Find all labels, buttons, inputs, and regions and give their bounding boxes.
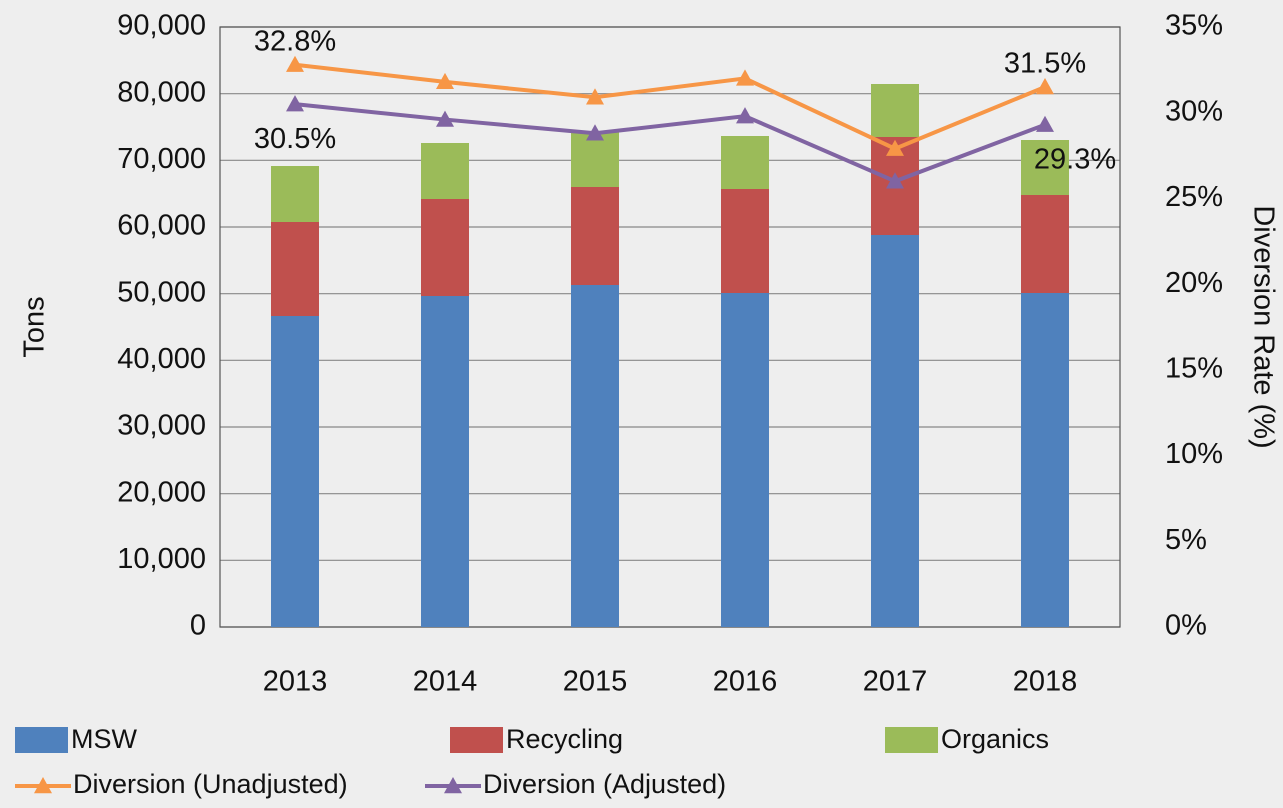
data-label: 32.8% xyxy=(254,25,336,57)
bar-segment xyxy=(871,235,919,627)
legend-label: Recycling xyxy=(506,724,623,754)
legend-label: Organics xyxy=(941,724,1049,754)
bar-segment xyxy=(421,296,469,627)
data-label: 29.3% xyxy=(1034,143,1116,175)
x-tick-label: 2015 xyxy=(563,666,628,698)
bar-segment xyxy=(571,187,619,285)
line-marker xyxy=(1036,115,1054,132)
y-tick-label: 70,000 xyxy=(117,143,206,175)
legend-marker xyxy=(34,777,52,794)
bar-segment xyxy=(421,199,469,296)
line-marker xyxy=(286,55,304,72)
y-tick-label: 40,000 xyxy=(117,343,206,375)
y2-tick-label: 35% xyxy=(1165,10,1223,42)
bar-segment xyxy=(1021,293,1069,627)
line-marker xyxy=(286,95,304,112)
legend-swatch xyxy=(15,727,68,753)
y2-tick-label: 15% xyxy=(1165,353,1223,385)
y2-tick-label: 10% xyxy=(1165,438,1223,470)
bar-segment xyxy=(1021,140,1069,195)
bar-segment xyxy=(871,84,919,137)
line-marker xyxy=(736,107,754,124)
y-axis-label: Tons xyxy=(19,296,51,357)
y2-tick-label: 30% xyxy=(1165,95,1223,127)
y2-tick-label: 20% xyxy=(1165,267,1223,299)
legend-label: Diversion (Adjusted) xyxy=(483,769,726,799)
bar-segment xyxy=(571,132,619,187)
line-marker xyxy=(886,172,904,189)
y-tick-label: 30,000 xyxy=(117,410,206,442)
bar-segment xyxy=(571,285,619,627)
bar-segment xyxy=(721,293,769,627)
y2-axis-label: Diversion Rate (%) xyxy=(1247,205,1279,448)
line xyxy=(294,62,1046,151)
y-tick-label: 90,000 xyxy=(117,10,206,42)
x-tick-label: 2013 xyxy=(263,666,328,698)
line xyxy=(294,102,1046,184)
line-marker xyxy=(886,139,904,156)
y2-tick-label: 25% xyxy=(1165,181,1223,213)
x-tick-label: 2018 xyxy=(1013,666,1078,698)
bar-segment xyxy=(271,166,319,222)
legend-label: MSW xyxy=(71,724,138,754)
data-label: 31.5% xyxy=(1004,48,1086,80)
data-label: 30.5% xyxy=(254,123,336,155)
bar-segment xyxy=(271,222,319,316)
bar-segment xyxy=(1021,195,1069,293)
line-marker xyxy=(586,88,604,105)
line-marker xyxy=(436,110,454,127)
x-tick-label: 2014 xyxy=(413,666,478,698)
line-marker xyxy=(586,124,604,141)
y-tick-label: 50,000 xyxy=(117,276,206,308)
legend-marker xyxy=(444,777,462,794)
line-marker xyxy=(436,72,454,90)
y-tick-label: 0 xyxy=(190,610,206,642)
bar-segment xyxy=(271,316,319,627)
y-tick-label: 20,000 xyxy=(117,476,206,508)
bar-segment xyxy=(721,189,769,293)
x-tick-label: 2017 xyxy=(863,666,928,698)
y2-tick-label: 0% xyxy=(1165,610,1207,642)
y2-tick-label: 5% xyxy=(1165,524,1207,556)
y-tick-label: 60,000 xyxy=(117,210,206,242)
plot-frame xyxy=(219,26,1121,628)
y-tick-label: 80,000 xyxy=(117,76,206,108)
legend-swatch xyxy=(885,727,938,753)
bar-segment xyxy=(421,143,469,199)
y-tick-label: 10,000 xyxy=(117,543,206,575)
x-tick-label: 2016 xyxy=(713,666,778,698)
legend-label: Diversion (Unadjusted) xyxy=(73,769,348,799)
line-marker xyxy=(1036,78,1054,95)
bar-segment xyxy=(721,136,769,189)
legend-swatch xyxy=(450,727,503,753)
line-marker xyxy=(736,69,754,86)
